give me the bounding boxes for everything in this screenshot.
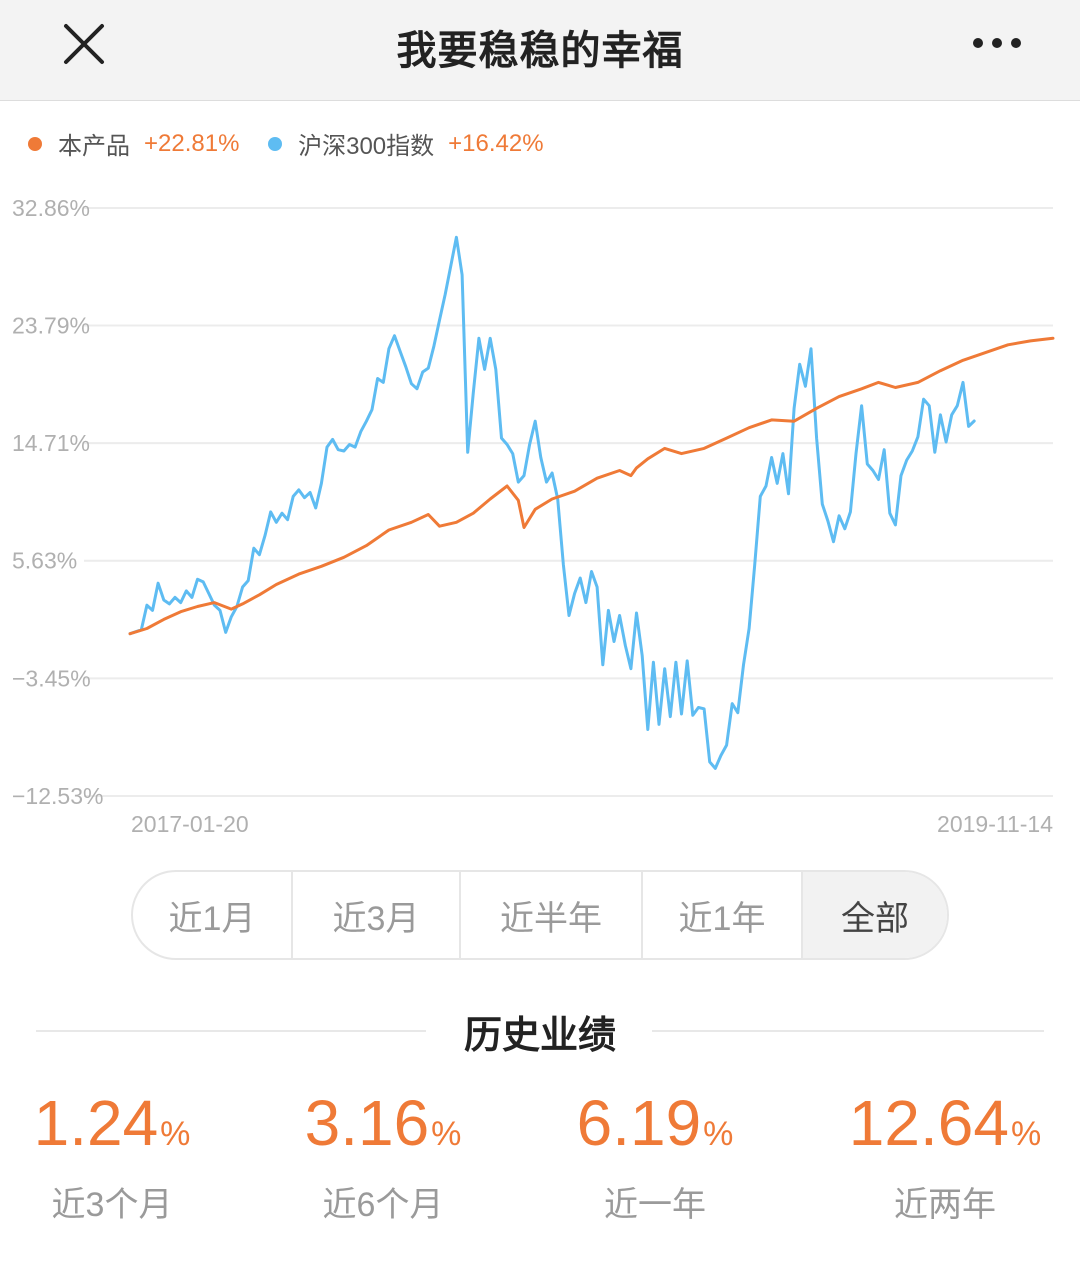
- page-title: 我要稳稳的幸福: [396, 29, 684, 73]
- stat-number: 12.64: [848, 1087, 1009, 1159]
- tab-all[interactable]: 全部: [803, 872, 947, 958]
- header-bar: 我要稳稳的幸福: [0, 0, 1080, 101]
- y-tick-label: −12.53%: [12, 783, 103, 809]
- x-tick-label-start: 2017-01-20: [131, 811, 249, 837]
- legend-dot-product: [28, 136, 42, 151]
- stat-number: 6.19: [576, 1087, 702, 1159]
- y-tick-label: 5.63%: [12, 548, 77, 574]
- stat-number: 1.24: [33, 1087, 159, 1159]
- stat-3-months: 1.24% 近3个月: [0, 1085, 247, 1226]
- series-line-product: [128, 336, 1055, 636]
- section-divider-right: [652, 1030, 1044, 1032]
- legend-item-product: 本产品 +22.81%: [28, 126, 239, 161]
- history-section-title: 历史业绩: [463, 1015, 616, 1057]
- close-icon: [64, 24, 104, 64]
- tab-half-year[interactable]: 近半年: [461, 872, 643, 958]
- history-stats: 1.24% 近3个月 3.16% 近6个月 6.19% 近一年 12.64% 近…: [0, 1085, 1080, 1225]
- tab-3-months[interactable]: 近3月: [293, 872, 461, 958]
- legend-dot-index: [268, 136, 283, 151]
- x-tick-label-end: 2019-11-14: [937, 811, 1053, 837]
- tab-1-year[interactable]: 近1年: [643, 872, 803, 958]
- legend-value-index: +16.42%: [448, 129, 544, 157]
- stat-value: 12.64%: [810, 1085, 1080, 1161]
- y-tick-label: 14.71%: [12, 430, 90, 456]
- legend-name-index: 沪深300指数: [298, 133, 435, 160]
- stat-number: 3.16: [304, 1087, 430, 1159]
- y-tick-label: 23.79%: [12, 312, 90, 338]
- stat-value: 1.24%: [0, 1085, 247, 1161]
- stat-label: 近3个月: [51, 1186, 173, 1224]
- stat-label: 近6个月: [322, 1186, 444, 1224]
- close-button[interactable]: [58, 18, 110, 70]
- stat-percent-sign: %: [1010, 1115, 1042, 1153]
- stat-value: 6.19%: [520, 1085, 790, 1161]
- y-tick-label: 32.86%: [12, 195, 90, 221]
- series-line-index: [128, 235, 976, 770]
- legend-item-index: 沪深300指数 +16.42%: [268, 126, 544, 161]
- y-tick-label: −3.45%: [12, 665, 91, 691]
- more-button[interactable]: [968, 28, 1028, 58]
- stat-2-years: 12.64% 近两年: [810, 1085, 1080, 1226]
- stat-value: 3.16%: [248, 1085, 518, 1161]
- stat-1-year: 6.19% 近一年: [520, 1085, 790, 1226]
- legend-name-product: 本产品: [58, 133, 130, 160]
- stat-percent-sign: %: [703, 1115, 734, 1153]
- more-dots-icon: [973, 38, 1021, 48]
- performance-line-chart: 32.86% 23.79% 14.71% 5.63% −3.45% −12.53% 2017…: [12, 195, 1055, 837]
- stat-percent-sign: %: [160, 1115, 191, 1153]
- tab-1-month[interactable]: 近1月: [133, 872, 293, 958]
- stat-label: 近两年: [894, 1186, 996, 1224]
- legend-value-product: +22.81%: [144, 129, 240, 157]
- range-tabs: 近1月 近3月 近半年 近1年 全部: [131, 870, 949, 960]
- stat-6-months: 3.16% 近6个月: [248, 1085, 518, 1226]
- stat-label: 近一年: [604, 1186, 706, 1224]
- chart-legend: 本产品 +22.81% 沪深300指数 +16.42%: [28, 126, 566, 162]
- section-divider-left: [36, 1030, 426, 1032]
- stat-percent-sign: %: [431, 1115, 462, 1153]
